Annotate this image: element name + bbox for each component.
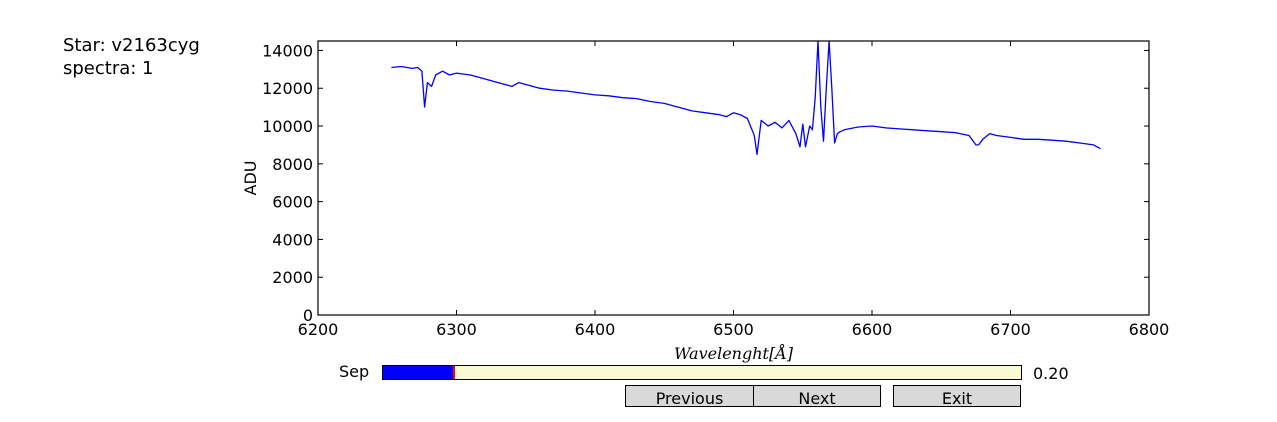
y-tick-label: 6000 [272, 193, 313, 212]
x-axis-label: Wavelenght[Å] [674, 343, 794, 363]
star-info: Star: v2163cyg spectra: 1 [63, 34, 200, 80]
next-button[interactable]: Next [753, 385, 881, 408]
sep-slider[interactable] [382, 365, 1022, 380]
series-group [391, 40, 1101, 156]
spectra-count-text: spectra: 1 [63, 58, 154, 79]
x-tick-label: 6700 [990, 320, 1031, 339]
slider-label: Sep [339, 362, 370, 381]
y-tick-label: 10000 [262, 117, 313, 136]
y-tick-label: 8000 [272, 155, 313, 174]
x-tick-label: 6300 [436, 320, 477, 339]
slider-fill [383, 366, 454, 379]
star-name-text: Star: v2163cyg [63, 35, 200, 56]
previous-button[interactable]: Previous [625, 385, 754, 408]
y-tick-label: 14000 [262, 41, 313, 60]
axis-ticks: 6200 6300 6400 6500 6600 6700 6800 0 2000 4000 600… [262, 41, 1169, 339]
plot-frame [317, 40, 1150, 316]
y-tick-label: 12000 [262, 79, 313, 98]
y-tick-label: 2000 [272, 268, 313, 287]
x-tick-label: 6200 [298, 320, 339, 339]
x-tick-label: 6400 [575, 320, 616, 339]
y-axis-label: ADU [241, 161, 260, 196]
x-tick-label: 6500 [713, 320, 754, 339]
slider-value: 0.20 [1033, 364, 1069, 383]
exit-button[interactable]: Exit [893, 385, 1021, 408]
x-tick-label: 6800 [1129, 320, 1170, 339]
y-tick-label: 0 [303, 306, 313, 325]
slider-handle[interactable] [453, 366, 455, 379]
x-tick-label: 6600 [852, 320, 893, 339]
y-tick-label: 4000 [272, 230, 313, 249]
spectrum-line [391, 40, 1101, 156]
